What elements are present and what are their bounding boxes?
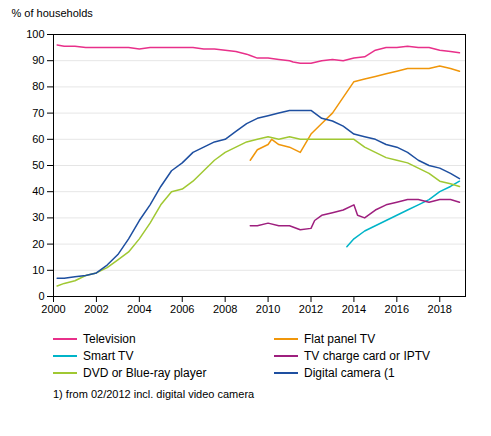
html-text:Television: Television [83,332,136,346]
svg-text:2018: 2018 [428,303,452,315]
svg-text:50: 50 [32,159,44,171]
svg-text:2016: 2016 [385,303,409,315]
svg-text:30: 30 [32,211,44,223]
html-text:Digital camera (1: Digital camera (1 [304,366,395,380]
svg-text:90: 90 [32,54,44,66]
svg-text:60: 60 [32,133,44,145]
svg-text:2008: 2008 [213,303,237,315]
svg-text:2012: 2012 [299,303,323,315]
svg-text:2010: 2010 [256,303,280,315]
svg-text:2006: 2006 [170,303,194,315]
html-text:Smart TV: Smart TV [83,349,134,363]
html-text:1) from 02/2012 incl. digital: 1) from 02/2012 incl. digital video came… [53,388,255,400]
svg-text:20: 20 [32,238,44,250]
svg-text:40: 40 [32,185,44,197]
svg-text:2004: 2004 [127,303,151,315]
svg-text:100: 100 [26,28,44,40]
html-text:Flat panel TV: Flat panel TV [304,332,376,346]
svg-text:10: 10 [32,264,44,276]
html-text:DVD or Blue-ray player: DVD or Blue-ray player [83,366,207,380]
svg-text:0: 0 [38,290,44,302]
svg-text:% of households: % of households [12,7,94,19]
svg-text:70: 70 [32,107,44,119]
svg-text:2000: 2000 [41,303,65,315]
svg-text:2002: 2002 [84,303,108,315]
svg-text:80: 80 [32,80,44,92]
svg-text:2014: 2014 [342,303,366,315]
html-text:TV charge card or IPTV: TV charge card or IPTV [304,349,430,363]
